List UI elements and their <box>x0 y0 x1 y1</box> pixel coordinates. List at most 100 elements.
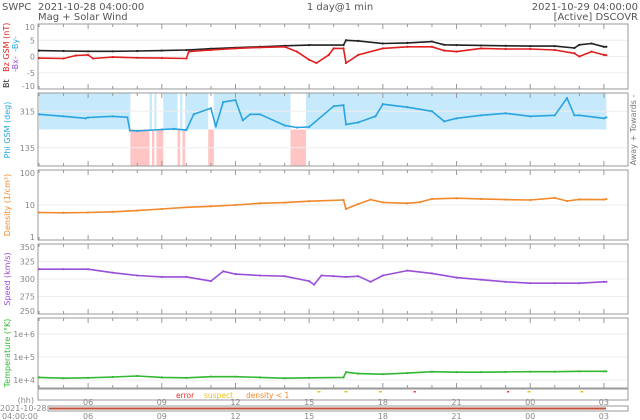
data-point <box>357 202 360 206</box>
phi-ylabel: Phi GSM (deg) <box>3 102 12 159</box>
data-point <box>209 48 213 52</box>
data-point <box>529 115 532 118</box>
end-time: 2021-10-29 04:00:00 <box>532 2 638 13</box>
data-point <box>308 280 311 283</box>
mag-plot-frame <box>37 23 629 90</box>
data-point <box>160 275 163 278</box>
data-point <box>308 376 311 379</box>
data-point <box>602 280 605 283</box>
data-point <box>283 275 286 278</box>
data-point <box>565 199 569 203</box>
y-tick-label: 100 <box>20 169 35 178</box>
suspect-flag-mark <box>527 391 531 393</box>
y-tick-label: 1e+6 <box>13 330 35 339</box>
y-tick-label: 1e+4 <box>13 376 35 385</box>
speed-ylabel: Speed (km/s) <box>3 252 12 305</box>
data-point <box>602 53 605 56</box>
data-point <box>234 273 237 276</box>
data-point <box>479 278 483 281</box>
data-point <box>529 198 532 202</box>
data-point <box>91 57 95 60</box>
data-point <box>234 47 237 50</box>
data-point <box>504 112 507 115</box>
error-flag-mark <box>413 391 416 393</box>
data-point <box>222 101 225 104</box>
data-point <box>605 116 608 119</box>
data-point <box>602 45 605 48</box>
data-point <box>185 57 188 60</box>
data-point <box>87 268 90 271</box>
data-point <box>578 198 581 201</box>
data-point <box>553 45 556 48</box>
data-point <box>504 44 507 47</box>
data-point <box>381 274 384 277</box>
data-point <box>504 47 507 51</box>
data-point <box>406 372 409 375</box>
data-point <box>605 197 608 201</box>
data-point <box>430 272 434 275</box>
data-point <box>443 43 446 46</box>
data-point <box>327 53 330 56</box>
data-point <box>160 128 163 131</box>
data-point <box>185 275 188 278</box>
phi-panel: 315 135 <box>20 92 629 167</box>
mag-panel: 10 5 0 -5 -10 <box>22 23 629 91</box>
time-tick-label: 06 <box>83 398 93 407</box>
hh-unit-label: (hh) <box>18 396 34 405</box>
data-point <box>84 117 87 120</box>
data-point <box>342 47 345 50</box>
data-point <box>381 373 384 376</box>
data-point <box>111 210 114 213</box>
data-point <box>479 47 483 50</box>
data-point <box>369 198 372 201</box>
time-tick-label-bottom: 00 <box>525 412 535 420</box>
data-point <box>342 104 345 107</box>
data-point <box>406 45 409 48</box>
y-tick-label: 300 <box>20 275 35 284</box>
time-tick-label: 09 <box>157 398 167 407</box>
data-point <box>87 50 90 53</box>
data-point <box>578 282 581 285</box>
data-point <box>357 372 360 375</box>
data-point <box>357 39 360 43</box>
data-point <box>344 371 348 374</box>
time-tick-label-bottom: 03 <box>599 412 609 420</box>
data-point <box>87 116 90 119</box>
data-point <box>136 274 139 277</box>
data-point <box>455 371 458 374</box>
data-point <box>455 50 458 53</box>
data-point <box>37 57 41 60</box>
data-point <box>308 44 311 47</box>
data-point <box>185 129 188 132</box>
data-point <box>381 42 384 45</box>
data-point <box>62 211 65 214</box>
data-point <box>258 202 262 205</box>
data-point <box>308 58 311 61</box>
bz-label: Bz GSM (nT) <box>2 23 11 72</box>
data-point <box>455 197 458 200</box>
density-ylabel: Density (1/cm³) <box>3 174 12 236</box>
data-point <box>136 49 139 53</box>
data-point <box>406 106 409 109</box>
data-point <box>136 209 139 212</box>
by-label: -By- <box>11 36 20 52</box>
data-point <box>565 96 569 100</box>
data-point <box>602 117 605 120</box>
phi-plot-frame <box>37 92 629 167</box>
y-tick-label: 0 <box>30 53 35 62</box>
data-point <box>443 49 446 52</box>
suspect-flag-mark <box>344 391 348 393</box>
data-point <box>136 374 139 378</box>
data-point <box>553 114 556 117</box>
data-source: [Active] DSCOVR <box>554 12 638 23</box>
temperature-ylabel: Temperature (°K) <box>3 319 12 389</box>
data-point <box>258 46 262 49</box>
y-tick-label: 5 <box>30 36 35 45</box>
data-point <box>332 275 335 278</box>
y-tick-label: 135 <box>20 144 35 153</box>
data-point <box>553 370 556 373</box>
data-point <box>209 280 213 283</box>
data-point <box>573 46 576 50</box>
data-point <box>605 45 608 48</box>
